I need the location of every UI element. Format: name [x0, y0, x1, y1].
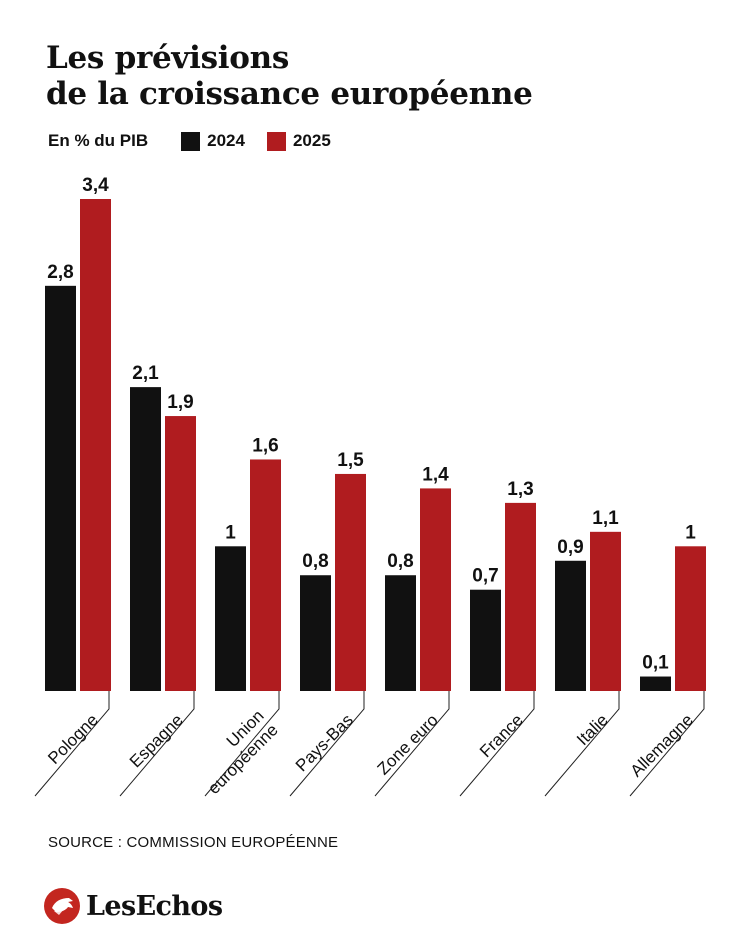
bar-group: 2,8 3,4 Pologne	[34, 175, 111, 797]
brand-name: LesEchos	[86, 890, 223, 922]
bar-2024	[555, 560, 586, 691]
category-label: Pologne	[44, 710, 102, 768]
bar-2024	[130, 387, 161, 691]
category-label: Allemagne	[627, 710, 697, 780]
legend-swatch-2024	[181, 131, 201, 151]
category-label: Espagne	[126, 710, 187, 771]
bar-group: 0,9 1,1 Italie	[544, 508, 621, 797]
category-tick	[459, 691, 535, 797]
bar-group: 0,1 1 Allemagne	[627, 522, 706, 797]
category-label: Pays-Bas	[292, 710, 357, 775]
data-label: 3,4	[82, 175, 109, 196]
bar-2024	[640, 676, 671, 691]
bar-2025	[675, 546, 706, 691]
data-label: 1	[225, 522, 236, 543]
les-echos-logo-icon	[44, 888, 80, 924]
chart-title: Les prévisions de la croissance européen…	[46, 40, 533, 112]
legend-item-2024: 2024	[181, 131, 245, 151]
data-label: 1,9	[167, 392, 193, 413]
bar-chart: 2,8 3,4 Pologne 2,1 1,9 Espagne 1 1,6 Unioneurop…	[34, 175, 706, 798]
category-tick	[204, 691, 280, 797]
data-label: 0,9	[557, 537, 583, 558]
data-label: 1,3	[507, 479, 533, 500]
category-tick	[374, 691, 450, 797]
data-label: 1,6	[252, 435, 278, 456]
data-label: 2,1	[132, 363, 159, 384]
chart-title-line-1: Les prévisions	[46, 40, 289, 76]
legend-label-2025: 2025	[292, 131, 331, 150]
legend-swatch-2025	[266, 131, 286, 151]
category-label: Italie	[573, 710, 612, 749]
category-tick	[544, 691, 620, 797]
chart-title-line-2: de la croissance européenne	[46, 76, 533, 112]
bar-group: 2,1 1,9 Espagne	[119, 363, 196, 797]
category-label: France	[476, 710, 527, 761]
data-label: 1,1	[592, 508, 619, 529]
data-label: 1,5	[337, 450, 364, 471]
bar-2024	[300, 575, 331, 691]
bar-2025	[505, 502, 536, 691]
data-label: 0,1	[642, 653, 669, 674]
data-label: 1,4	[422, 464, 449, 485]
bar-2025	[250, 459, 281, 691]
legend-label-2024: 2024	[207, 131, 245, 150]
legend-item-2025: 2025	[266, 131, 331, 151]
data-label: 2,8	[47, 262, 73, 283]
bar-group: 0,7 1,3 France	[459, 479, 536, 797]
bar-2025	[590, 531, 621, 691]
bar-2024	[215, 546, 246, 691]
bar-2024	[385, 575, 416, 691]
data-label: 0,8	[302, 551, 328, 572]
bar-group: 1 1,6 Unioneuropéenne	[190, 435, 282, 798]
bar-2024	[470, 589, 501, 691]
unit-label: En % du PIB	[48, 131, 149, 150]
bar-2025	[165, 416, 196, 691]
category-tick	[289, 691, 365, 797]
source-note: SOURCE : COMMISSION EUROPÉENNE	[48, 834, 339, 851]
data-label: 1	[685, 522, 696, 543]
data-label: 0,8	[387, 551, 413, 572]
category-tick	[34, 691, 110, 797]
bar-2025	[420, 488, 451, 691]
bar-2025	[335, 473, 366, 691]
category-tick	[119, 691, 195, 797]
brand: LesEchos	[44, 888, 223, 924]
category-tick	[629, 691, 705, 797]
category-label: Unioneuropéenne	[190, 706, 282, 798]
bar-group: 0,8 1,5 Pays-Bas	[289, 450, 366, 797]
category-label: Zone euro	[374, 710, 442, 778]
data-label: 0,7	[472, 566, 498, 587]
bar-2025	[80, 199, 111, 691]
legend: En % du PIB 2024 2025	[48, 129, 353, 153]
bar-group: 0,8 1,4 Zone euro	[374, 464, 451, 797]
bar-2024	[45, 285, 76, 691]
